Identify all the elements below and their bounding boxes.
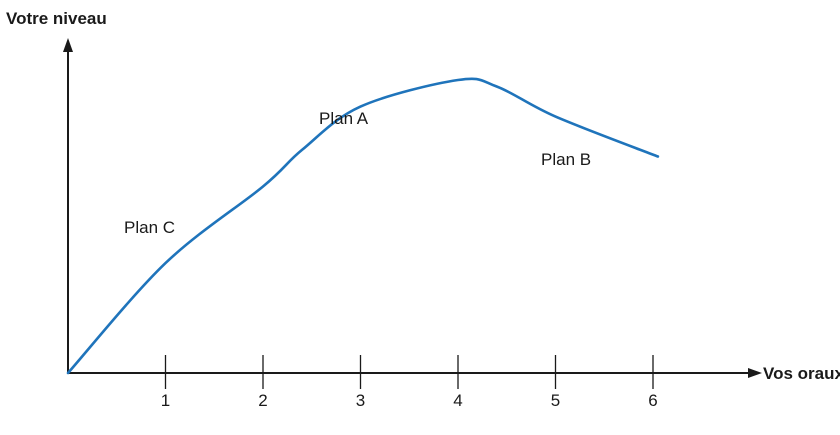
x-tick-label-6: 6: [648, 391, 657, 410]
y-axis-title: Votre niveau: [6, 9, 107, 28]
x-tick-label-3: 3: [356, 391, 365, 410]
annotation-plan-b: Plan B: [541, 150, 591, 169]
x-axis-arrow: [748, 368, 762, 378]
x-tick-label-5: 5: [551, 391, 560, 410]
x-tick-label-4: 4: [453, 391, 462, 410]
x-axis-title: Vos oraux: [763, 364, 840, 383]
x-tick-label-2: 2: [258, 391, 267, 410]
y-axis-arrow: [63, 38, 73, 52]
x-ticks: 1 2 3 4 5 6: [161, 355, 658, 410]
annotation-plan-c: Plan C: [124, 218, 175, 237]
annotation-plan-a: Plan A: [319, 109, 369, 128]
series-line-0: [66, 77, 660, 375]
x-tick-label-1: 1: [161, 391, 170, 410]
series-group: [66, 77, 660, 375]
